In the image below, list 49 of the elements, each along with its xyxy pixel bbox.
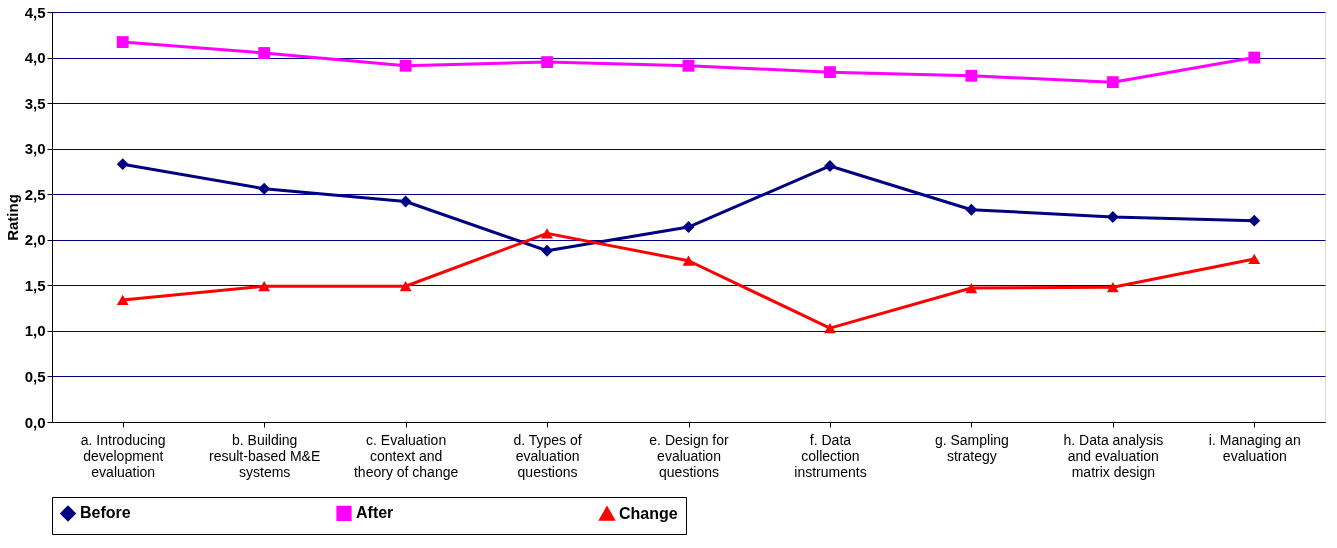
point	[258, 182, 271, 195]
point	[1106, 76, 1119, 89]
y-tick-label: 2,5	[24, 185, 46, 203]
x-tick-label: i. Managing an evaluation	[1208, 431, 1301, 464]
legend-label: After	[356, 504, 394, 522]
point	[399, 281, 412, 292]
point	[824, 160, 836, 172]
point	[965, 69, 978, 82]
y-tick-label: 1,0	[24, 322, 46, 340]
y-tick-label: 4,0	[24, 49, 46, 67]
point	[682, 59, 695, 72]
x-tick-label: a. Introducing development evaluation	[80, 431, 166, 480]
point	[399, 59, 412, 72]
x-tick-label: d. Types of evaluation questions	[513, 431, 582, 480]
point	[1106, 282, 1119, 293]
point	[258, 47, 271, 59]
y-tick-label: 4,5	[24, 3, 46, 21]
point	[541, 244, 553, 257]
point	[258, 281, 271, 292]
point	[1248, 51, 1261, 64]
x-tick-label: g. Sampling strategy	[934, 431, 1009, 464]
point	[1248, 214, 1261, 227]
point	[399, 195, 412, 208]
y-tick-label: 0,5	[24, 367, 46, 385]
x-tick-label: e. Design for evaluation questions	[649, 431, 730, 480]
legend-label: Change	[619, 504, 678, 522]
point	[824, 66, 836, 79]
point	[682, 221, 695, 233]
point	[965, 282, 978, 294]
y-tick-label: 0,0	[24, 413, 46, 431]
x-tick-label: b. Building result-based M&E systems	[209, 431, 321, 480]
y-tick-label: 3,0	[24, 140, 46, 158]
legend-label: Before	[80, 504, 131, 522]
x-tick-label: h. Data analysis and evaluation matrix design	[1063, 431, 1164, 480]
point	[116, 294, 129, 306]
point	[541, 56, 553, 69]
y-tick-label: 2,0	[24, 231, 46, 249]
y-tick-label: 3,5	[24, 94, 46, 112]
y-tick-label: 1,5	[24, 276, 46, 294]
y-axis-title: Rating	[3, 194, 21, 241]
x-tick-label: f. Data collection instruments	[794, 431, 867, 480]
point	[682, 255, 695, 266]
x-tick-label: c. Evaluation context and theory of change	[353, 431, 459, 480]
point	[116, 36, 129, 48]
point	[1248, 253, 1261, 265]
point	[824, 323, 836, 334]
point	[116, 158, 129, 171]
point	[541, 228, 553, 239]
point	[965, 203, 978, 216]
